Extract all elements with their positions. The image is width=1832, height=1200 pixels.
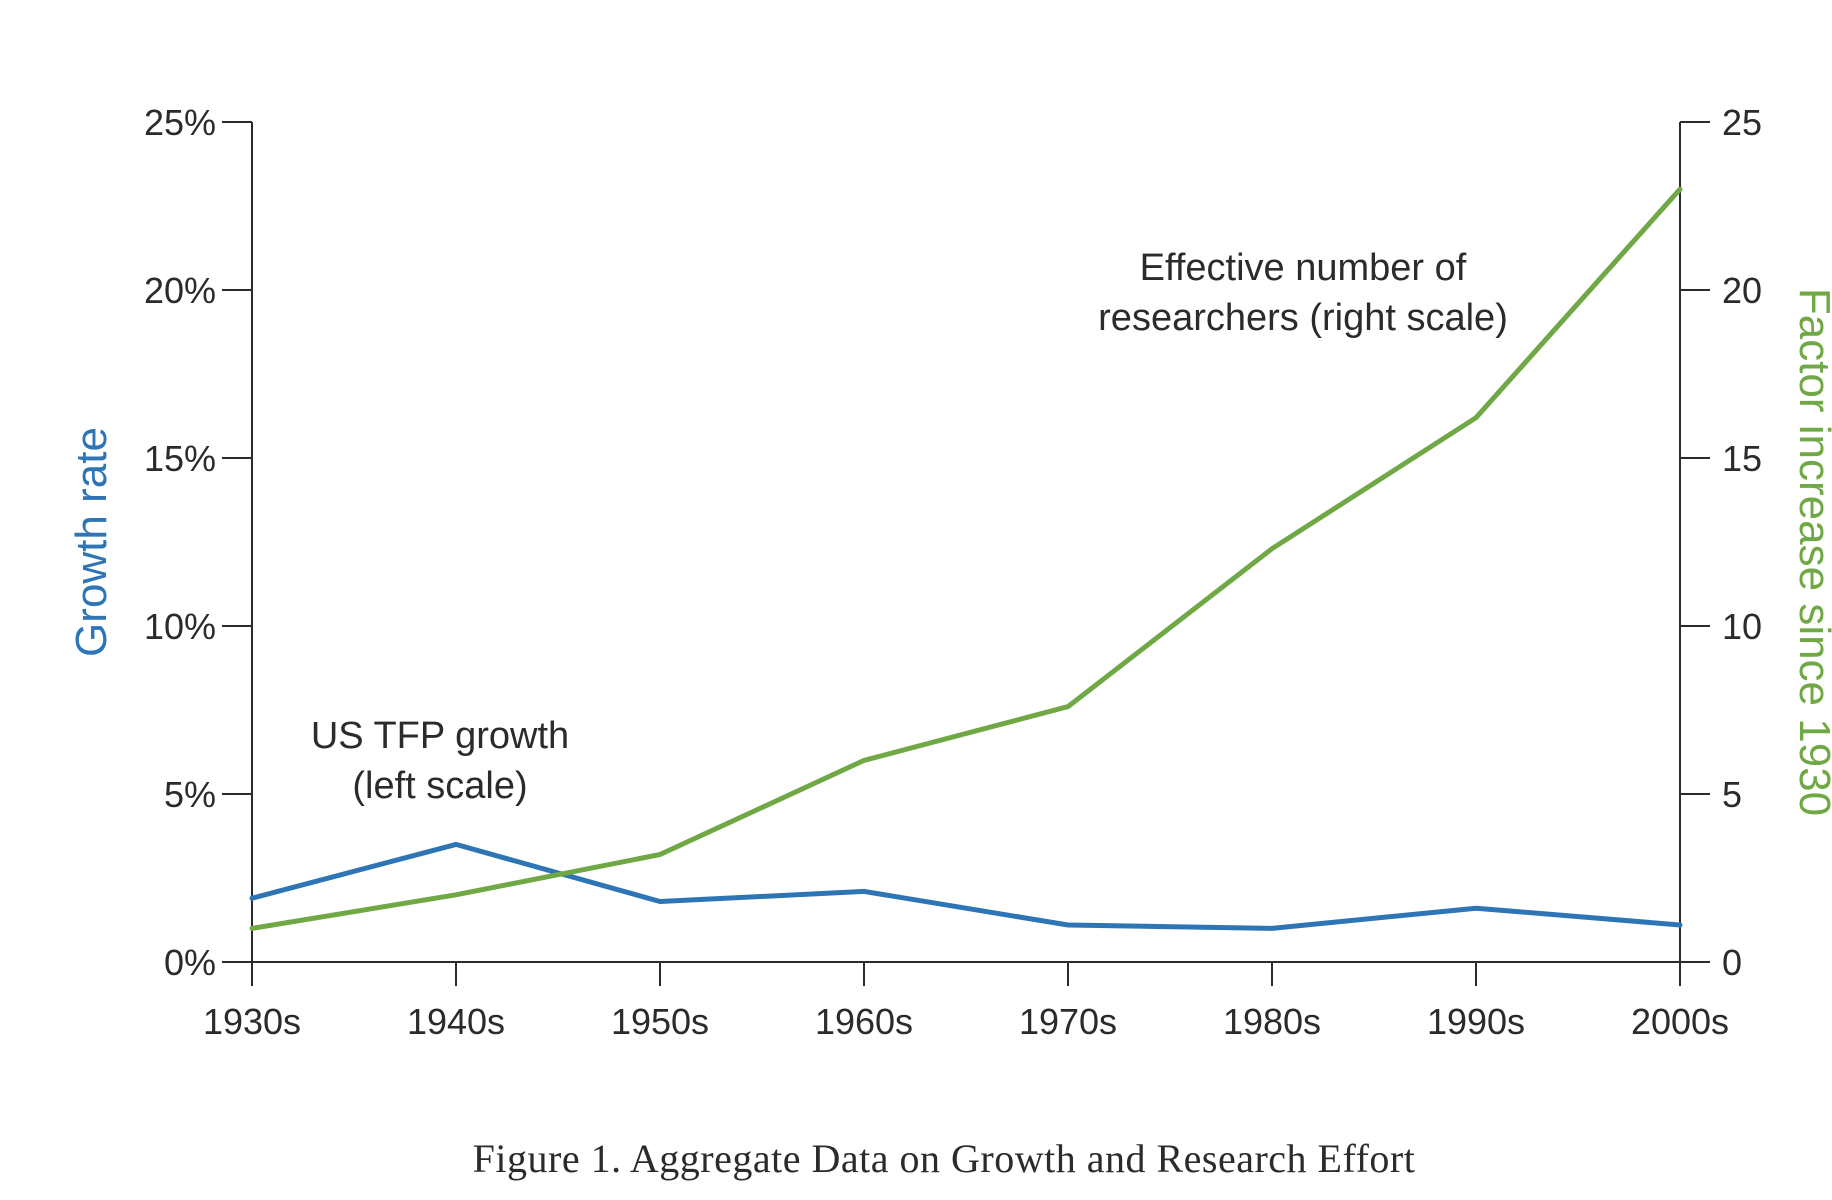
researchers-annotation-line2: researchers (right scale) [1098, 297, 1508, 339]
labels: 0% 5% 10% 15% 20% 25% 0 5 10 15 20 25 1930s 1940s 1950… [67, 102, 1832, 1181]
x-tick-label: 2000s [1631, 1001, 1729, 1042]
researchers-annotation-line1: Effective number of [1140, 247, 1467, 289]
tfp-annotation-line2: (left scale) [352, 765, 527, 807]
left-tick-label: 0% [164, 942, 216, 983]
x-tick-label: 1980s [1223, 1001, 1321, 1042]
right-axis-title: Factor increase since 1930 [1790, 288, 1832, 816]
x-tick-label: 1970s [1019, 1001, 1117, 1042]
right-tick-label: 5 [1722, 774, 1742, 815]
right-tick-label: 25 [1722, 102, 1762, 143]
tfp-annotation-line1: US TFP growth [311, 715, 569, 757]
left-axis-title: Growth rate [67, 427, 116, 657]
x-tick-label: 1960s [815, 1001, 913, 1042]
tfp-growth-line [249, 841, 1683, 931]
right-tick-label: 15 [1722, 438, 1762, 479]
left-tick-label: 10% [144, 606, 216, 647]
ticks [222, 121, 1710, 986]
left-tick-label: 15% [144, 438, 216, 479]
right-tick-label: 10 [1722, 606, 1762, 647]
x-tick-label: 1950s [611, 1001, 709, 1042]
x-tick-label: 1940s [407, 1001, 505, 1042]
researchers-line [249, 186, 1683, 931]
left-tick-label: 5% [164, 774, 216, 815]
left-tick-label: 20% [144, 270, 216, 311]
figure-caption: Figure 1. Aggregate Data on Growth and R… [473, 1136, 1416, 1181]
right-tick-label: 20 [1722, 270, 1762, 311]
axes [251, 122, 1681, 963]
right-tick-label: 0 [1722, 942, 1742, 983]
x-tick-label: 1990s [1427, 1001, 1525, 1042]
x-tick-label: 1930s [203, 1001, 301, 1042]
series-lines [249, 186, 1683, 931]
left-tick-label: 25% [144, 102, 216, 143]
